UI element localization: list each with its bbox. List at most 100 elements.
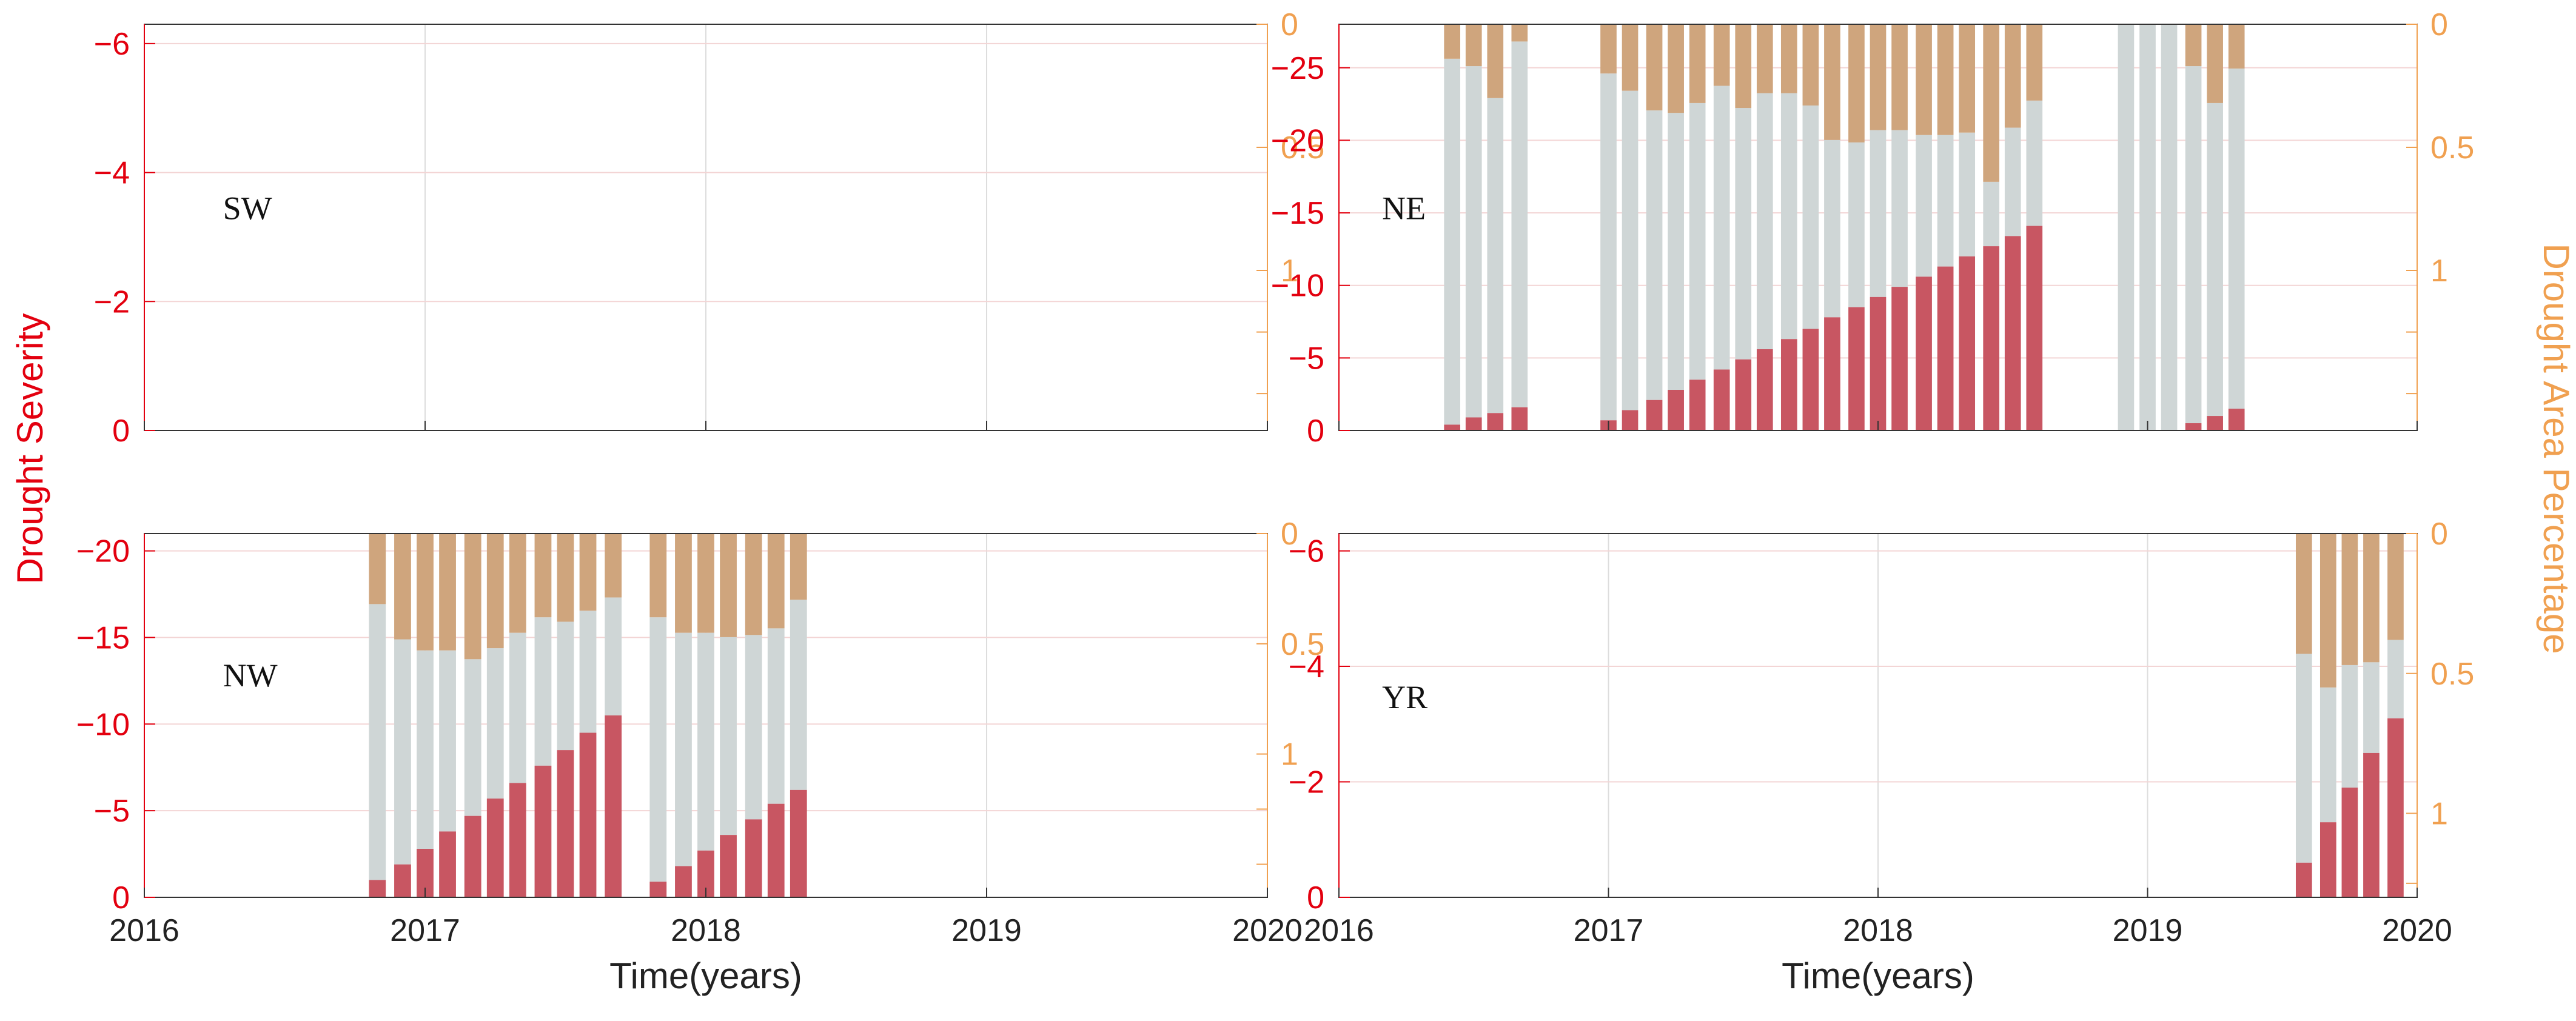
area-bar — [1983, 24, 2000, 182]
y-tick-label-severity: 0 — [112, 880, 130, 916]
overlap-bar — [1802, 105, 1819, 329]
severity-bar — [790, 789, 807, 897]
x-tick-label: 2020 — [2382, 913, 2452, 948]
overlap-bar — [2026, 100, 2043, 226]
overlap-bar — [1780, 93, 1797, 340]
overlap-bar — [2341, 664, 2358, 788]
severity-bar — [1756, 349, 1773, 430]
severity-bar — [2026, 226, 2043, 430]
severity-bar — [1668, 390, 1684, 430]
overlap-bar — [2185, 66, 2202, 424]
y-tick-label-severity: −4 — [94, 156, 130, 191]
y-tick-label-severity: −10 — [1271, 269, 1324, 304]
y-tick-label-area: 0.5 — [2430, 657, 2474, 692]
area-bar — [1689, 24, 1706, 103]
y-tick-label-area: 1 — [2430, 253, 2448, 289]
overlap-bar — [1937, 135, 1954, 267]
x-tick-label: 2016 — [1304, 913, 1374, 948]
overlap-bar — [790, 600, 807, 790]
overlap-bar — [1824, 139, 1840, 318]
severity-bar — [1735, 359, 1752, 430]
area-bar — [557, 534, 574, 622]
x-axis-label: Time(years) — [1782, 956, 1974, 996]
overlap-bar — [2319, 687, 2336, 823]
y-tick-label-area: 1 — [1281, 253, 1298, 289]
y-tick-label-severity: −10 — [76, 707, 130, 742]
severity-bar — [439, 831, 456, 897]
panel-label: SW — [223, 190, 272, 227]
area-bar — [1511, 24, 1528, 42]
severity-bar — [1848, 307, 1865, 430]
severity-bar — [464, 815, 481, 897]
y-tick-label-severity: −25 — [1271, 51, 1324, 86]
severity-bar — [1870, 296, 1887, 430]
area-bar — [2295, 534, 2312, 654]
severity-bar — [2387, 718, 2404, 897]
area-bar — [1487, 24, 1504, 98]
area-bar — [790, 534, 807, 600]
overlap-bar — [2161, 24, 2178, 430]
panel-label: YR — [1382, 679, 1427, 715]
overlap-bar — [1646, 110, 1663, 400]
area-bar — [579, 534, 597, 611]
area-bar — [2026, 24, 2043, 101]
severity-bar — [2363, 752, 2380, 897]
area-bar — [1735, 24, 1752, 109]
overlap-bar — [767, 628, 785, 804]
area-bar — [1646, 24, 1663, 111]
overlap-bar — [2228, 69, 2245, 409]
severity-bar — [1622, 410, 1639, 430]
severity-bar — [2004, 236, 2021, 430]
y-tick-label-severity: −6 — [94, 27, 130, 62]
y-axis-label-severity: Drought Severity — [10, 313, 50, 584]
severity-bar — [1802, 329, 1819, 430]
y-tick-label-severity: −4 — [1289, 649, 1324, 685]
area-bar — [464, 534, 481, 660]
area-bar — [1870, 24, 1887, 130]
overlap-bar — [486, 648, 504, 799]
severity-bar — [557, 750, 574, 897]
overlap-bar — [534, 617, 552, 766]
severity-bar — [649, 882, 667, 897]
overlap-bar — [1870, 130, 1887, 297]
overlap-bar — [1756, 93, 1773, 350]
severity-bar — [605, 715, 622, 897]
severity-bar — [1444, 424, 1461, 430]
area-bar — [1713, 24, 1730, 86]
overlap-bar — [464, 659, 481, 816]
severity-bar — [369, 880, 386, 897]
y-axis-label-area-percentage: Drought Area Percentage — [2536, 243, 2576, 654]
area-bar — [439, 534, 456, 651]
area-bar — [720, 534, 737, 637]
overlap-bar — [1622, 90, 1639, 410]
severity-bar — [2319, 822, 2336, 897]
area-bar — [2207, 24, 2223, 103]
severity-bar — [2341, 788, 2358, 897]
area-bar — [1444, 24, 1461, 59]
area-bar — [767, 534, 785, 629]
severity-bar — [2295, 862, 2312, 897]
severity-bar — [534, 765, 552, 897]
severity-bar — [1511, 407, 1528, 430]
severity-bar — [1689, 380, 1706, 430]
area-bar — [605, 534, 622, 598]
y-tick-label-severity: −20 — [76, 534, 130, 569]
x-tick-label: 2018 — [1843, 913, 1913, 948]
area-bar — [675, 534, 692, 633]
overlap-bar — [605, 597, 622, 715]
overlap-bar — [649, 617, 667, 882]
area-bar — [369, 534, 386, 604]
area-bar — [2004, 24, 2021, 128]
severity-bar — [1983, 246, 2000, 430]
overlap-bar — [1983, 181, 2000, 247]
y-tick-label-area: 0 — [2430, 7, 2448, 42]
severity-bar — [1713, 369, 1730, 430]
overlap-bar — [369, 604, 386, 880]
severity-bar — [745, 819, 762, 897]
x-tick-label: 2017 — [390, 913, 460, 948]
severity-bar — [509, 783, 526, 897]
overlap-bar — [2363, 662, 2380, 753]
area-bar — [534, 534, 552, 618]
panel-label: NW — [223, 657, 278, 694]
severity-bar — [1891, 287, 1908, 430]
